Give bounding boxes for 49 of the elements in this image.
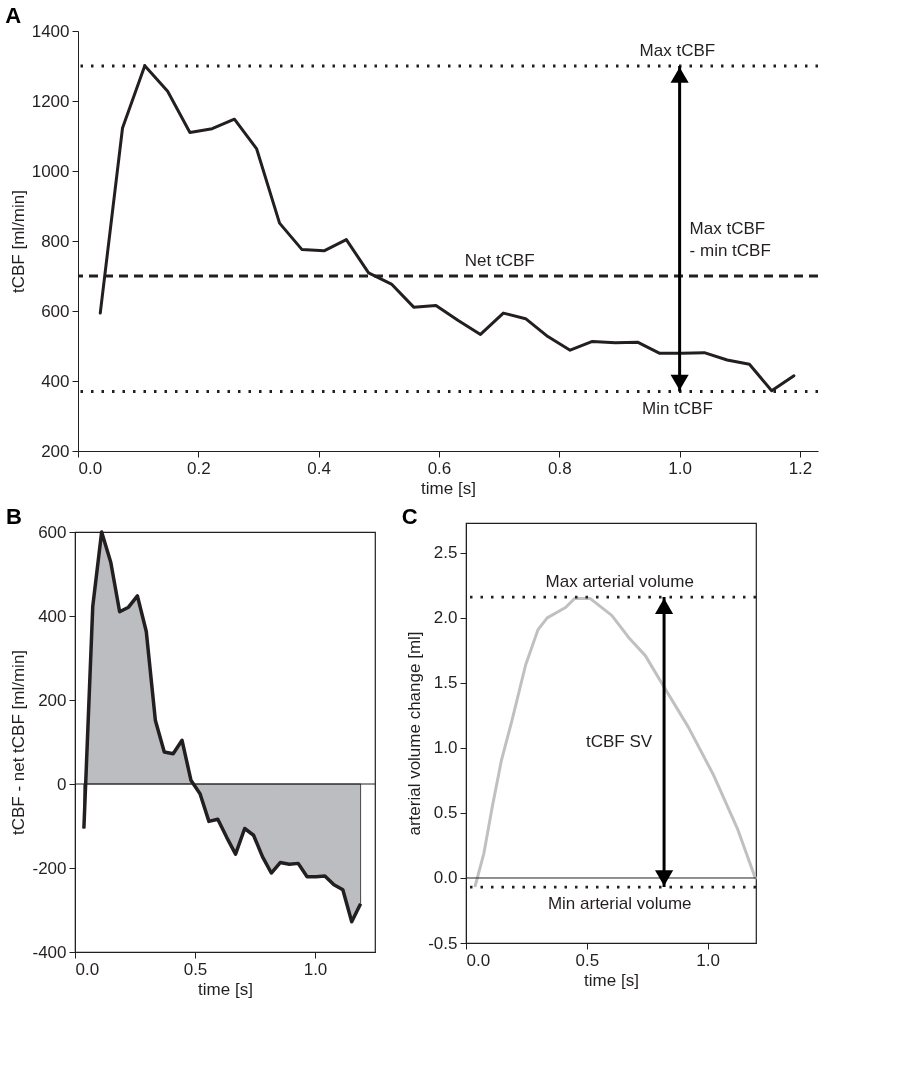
x-tick-label: 0.6	[427, 458, 452, 478]
ref-line-label: Max arterial volume	[545, 572, 694, 592]
x-axis-title: time [s]	[421, 478, 476, 498]
x-axis-title: time [s]	[584, 970, 639, 990]
y-tick-label: -0.5	[428, 933, 458, 953]
y-tick-label: 1400	[31, 21, 70, 41]
ref-line-label: Min tCBF	[641, 398, 713, 418]
y-tick-label: -200	[32, 858, 67, 878]
chart-title: C	[401, 504, 418, 529]
y-tick-label: 600	[38, 522, 67, 542]
chart-title: A	[5, 3, 22, 28]
y-tick-label: -400	[32, 942, 67, 962]
y-tick-label: 2.0	[433, 608, 458, 628]
x-tick-label: 0.4	[307, 458, 331, 478]
y-tick-label: 2.5	[433, 543, 458, 563]
ref-line-label: Max tCBF	[639, 41, 716, 60]
x-tick-label: 0.2	[187, 458, 211, 478]
y-tick-label: 1000	[31, 161, 70, 181]
x-tick-label: 0.5	[183, 959, 208, 979]
y-tick-label: 0	[57, 774, 67, 794]
annotation: Max tCBF - min tCBF	[689, 218, 771, 260]
ref-line-label: Net tCBF	[464, 251, 535, 270]
x-tick-label: 1.0	[303, 959, 328, 979]
x-tick-label: 1.2	[788, 458, 813, 478]
y-tick-label: 1.0	[433, 738, 458, 758]
x-tick-label: 1.0	[696, 950, 720, 970]
ref-line-label: Min arterial volume	[547, 894, 692, 914]
y-tick-label: 0.5	[433, 803, 458, 823]
y-axis-title: tCBF [ml/min]	[8, 190, 28, 293]
annotation: tCBF SV	[585, 732, 653, 752]
y-tick-label: 400	[38, 606, 67, 626]
x-tick-label: 0.0	[75, 959, 100, 979]
y-tick-label: 200	[38, 690, 67, 710]
chart-title: B	[5, 504, 22, 529]
y-tick-label: 200	[41, 441, 70, 461]
x-tick-label: 0.0	[466, 950, 491, 970]
y-tick-label: 1200	[31, 91, 70, 111]
y-axis-title: arterial volume change [ml]	[405, 631, 425, 836]
x-axis-title: time [s]	[198, 979, 253, 999]
y-tick-label: 600	[41, 301, 70, 321]
y-tick-label: 800	[41, 231, 70, 251]
y-tick-label: 0.0	[433, 868, 458, 888]
x-tick-label: 0.5	[575, 950, 600, 970]
x-tick-label: 0.0	[78, 458, 103, 478]
x-tick-label: 1.0	[668, 458, 692, 478]
y-tick-label: 1.5	[433, 673, 458, 693]
y-tick-label: 400	[41, 371, 70, 391]
x-tick-label: 0.8	[547, 458, 572, 478]
y-axis-title: tCBF - net tCBF [ml/min]	[9, 649, 29, 836]
